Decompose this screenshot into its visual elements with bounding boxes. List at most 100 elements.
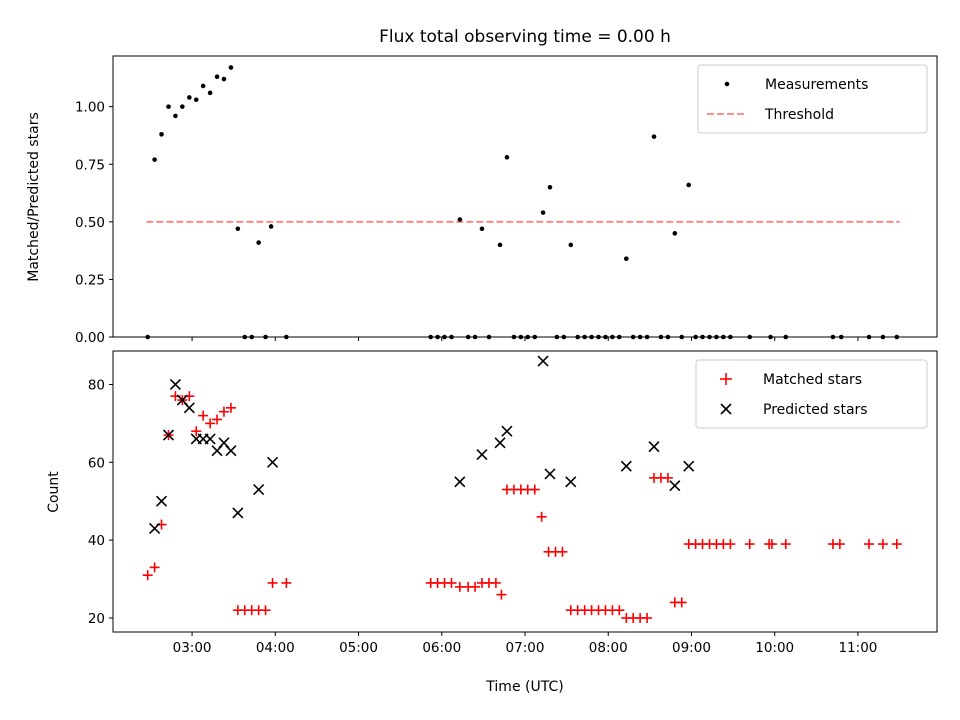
matched-star-point	[218, 406, 229, 417]
legend-measurements-label: Measurements	[765, 77, 868, 93]
matched-star-point	[267, 577, 278, 588]
predicted-star-point	[683, 460, 695, 472]
legend-measurements-marker	[724, 81, 730, 87]
bottom-y-tick-label: 20	[88, 611, 105, 627]
legend-matched-marker	[720, 373, 732, 385]
bottom-x-tick-label: 10:00	[755, 640, 794, 656]
chart-title: Flux total observing time = 0.00 h	[379, 27, 671, 47]
measurement-point	[256, 240, 261, 245]
ratio-panel: Flux total observing time = 0.00 h Match…	[26, 27, 938, 346]
matched-star-point	[496, 589, 507, 600]
top-y-tick-label: 0.25	[75, 272, 105, 288]
matched-star-point	[260, 605, 271, 616]
measurement-point	[207, 90, 213, 96]
bottom-legend: Matched stars Predicted stars	[695, 359, 928, 429]
predicted-star-point	[155, 495, 168, 507]
bottom-data-marks	[142, 355, 902, 623]
matched-star-point	[642, 612, 653, 623]
predicted-star-point	[537, 355, 549, 367]
matched-star-point	[877, 539, 888, 550]
predicted-x-b	[669, 480, 681, 492]
measurement-point	[651, 134, 657, 139]
measurement-point	[187, 95, 192, 100]
measurement-point	[166, 104, 171, 109]
predicted-x-b	[683, 460, 695, 472]
predicted-star-point	[501, 425, 513, 437]
measurement-point	[214, 74, 220, 80]
bottom-plot-frame	[112, 350, 938, 633]
predicted-x-b	[544, 468, 556, 480]
measurement-point	[672, 231, 678, 236]
predicted-star-point	[648, 441, 660, 453]
predicted-x-b	[232, 507, 244, 519]
top-y-tick-label: 0.00	[75, 330, 105, 346]
legend-matched-label: Matched stars	[763, 372, 862, 388]
matched-star-point	[446, 577, 457, 588]
bottom-y-tick-label: 80	[88, 377, 105, 393]
top-x-ticks	[191, 337, 859, 341]
top-plot-frame	[112, 55, 938, 338]
measurement-point	[497, 242, 503, 248]
bottom-x-tick-label: 07:00	[506, 640, 545, 656]
bottom-x-tick-label: 05:00	[339, 640, 378, 656]
predicted-x-b	[476, 448, 488, 461]
bottom-x-tick-label: 09:00	[672, 640, 711, 656]
matched-star-point	[744, 539, 755, 550]
matched-star-point	[212, 414, 223, 425]
matched-star-point	[191, 426, 202, 437]
measurement-point	[623, 256, 629, 261]
matched-star-point	[142, 570, 153, 581]
bottom-y-tick-label: 60	[88, 455, 105, 471]
predicted-x-b	[176, 394, 188, 406]
predicted-x-b	[149, 522, 161, 535]
predicted-star-point	[225, 445, 237, 457]
predicted-x-b	[454, 476, 466, 488]
predicted-x-b	[218, 437, 230, 449]
count-panel: Count Time (UTC) 20 40 60 80 03:00 04:00 05:0…	[46, 350, 938, 695]
bottom-x-tick-label: 06:00	[422, 640, 461, 656]
predicted-star-point	[565, 476, 577, 488]
predicted-star-point	[266, 456, 279, 468]
top-y-tick-label: 0.50	[75, 215, 105, 231]
bottom-x-tick-label: 03:00	[173, 640, 212, 656]
measurement-point	[235, 226, 241, 232]
legend-threshold-label: Threshold	[764, 107, 834, 123]
predicted-star-point	[669, 480, 681, 492]
matched-star-point	[529, 484, 540, 495]
predicted-x-b	[162, 429, 175, 441]
matched-star-point	[490, 577, 501, 588]
matched-star-point	[662, 472, 673, 483]
top-y-axis-label: Matched/Predicted stars	[26, 112, 42, 282]
measurement-point	[479, 226, 485, 232]
predicted-star-point	[169, 378, 181, 391]
measurement-point	[200, 83, 206, 89]
measurement-point	[173, 113, 178, 119]
top-y-tick-label: 1.00	[75, 100, 105, 116]
matched-star-point	[205, 418, 216, 429]
predicted-x-b	[204, 433, 216, 445]
top-legend-box	[697, 64, 928, 134]
measurement-point	[180, 104, 185, 109]
matched-star-point	[676, 597, 687, 608]
matched-star-point	[766, 539, 777, 550]
matched-star-point	[614, 605, 625, 616]
bottom-x-tick-label: 04:00	[256, 640, 295, 656]
measurement-point	[540, 210, 546, 215]
measurement-point	[159, 132, 164, 137]
predicted-star-point	[620, 460, 632, 472]
bottom-y-tick-label: 40	[88, 533, 105, 549]
predicted-x-b	[225, 445, 237, 457]
predicted-x-b	[620, 460, 632, 472]
matched-star-point	[725, 539, 736, 550]
predicted-star-point	[454, 476, 466, 488]
measurement-point	[152, 157, 157, 162]
measurement-point	[504, 155, 510, 160]
predicted-star-point	[476, 448, 488, 461]
predicted-star-point	[232, 507, 244, 519]
measurement-point	[228, 65, 234, 70]
predicted-star-point	[494, 437, 506, 449]
measurement-point	[547, 184, 553, 190]
predicted-x-b	[537, 355, 549, 367]
measurement-point	[268, 224, 274, 229]
